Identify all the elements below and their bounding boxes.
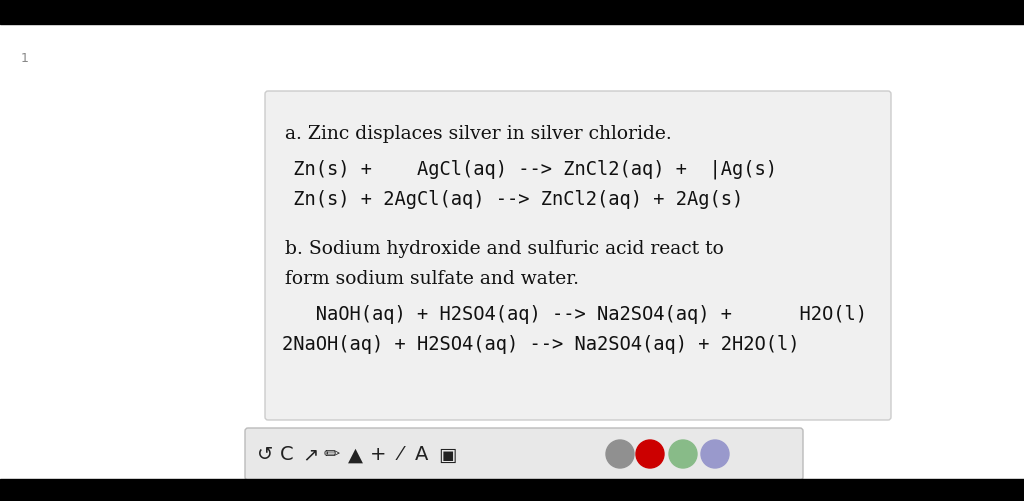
Text: ⁄: ⁄ <box>398 444 401 463</box>
Text: NaOH(aq) + H2SO4(aq) --> Na2SO4(aq) +      H2O(l): NaOH(aq) + H2SO4(aq) --> Na2SO4(aq) + H2… <box>282 305 867 323</box>
Circle shape <box>606 440 634 468</box>
Circle shape <box>636 440 664 468</box>
Bar <box>0 479 1024 501</box>
Text: C: C <box>281 444 294 463</box>
Text: A: A <box>416 444 429 463</box>
Text: ↗: ↗ <box>302 444 318 463</box>
Circle shape <box>701 440 729 468</box>
Text: ▲: ▲ <box>347 444 362 463</box>
Text: +: + <box>370 444 386 463</box>
Text: ↺: ↺ <box>257 444 273 463</box>
Text: 2NaOH(aq) + H2SO4(aq) --> Na2SO4(aq) + 2H2O(l): 2NaOH(aq) + H2SO4(aq) --> Na2SO4(aq) + 2… <box>282 334 800 353</box>
Text: form sodium sulfate and water.: form sodium sulfate and water. <box>285 270 579 288</box>
Text: Zn(s) +    AgCl(aq) --> ZnCl2(aq) +  |Ag(s): Zn(s) + AgCl(aq) --> ZnCl2(aq) + |Ag(s) <box>282 160 777 179</box>
Bar <box>0 0 1024 25</box>
Text: ✏: ✏ <box>324 444 340 463</box>
Text: Zn(s) + 2AgCl(aq) --> ZnCl2(aq) + 2Ag(s): Zn(s) + 2AgCl(aq) --> ZnCl2(aq) + 2Ag(s) <box>282 189 743 208</box>
FancyBboxPatch shape <box>245 428 803 480</box>
Text: a. Zinc displaces silver in silver chloride.: a. Zinc displaces silver in silver chlor… <box>285 125 672 143</box>
Text: b. Sodium hydroxide and sulfuric acid react to: b. Sodium hydroxide and sulfuric acid re… <box>285 239 724 258</box>
Text: ▣: ▣ <box>438 444 456 463</box>
Text: 1: 1 <box>22 52 29 64</box>
Circle shape <box>669 440 697 468</box>
FancyBboxPatch shape <box>265 92 891 420</box>
